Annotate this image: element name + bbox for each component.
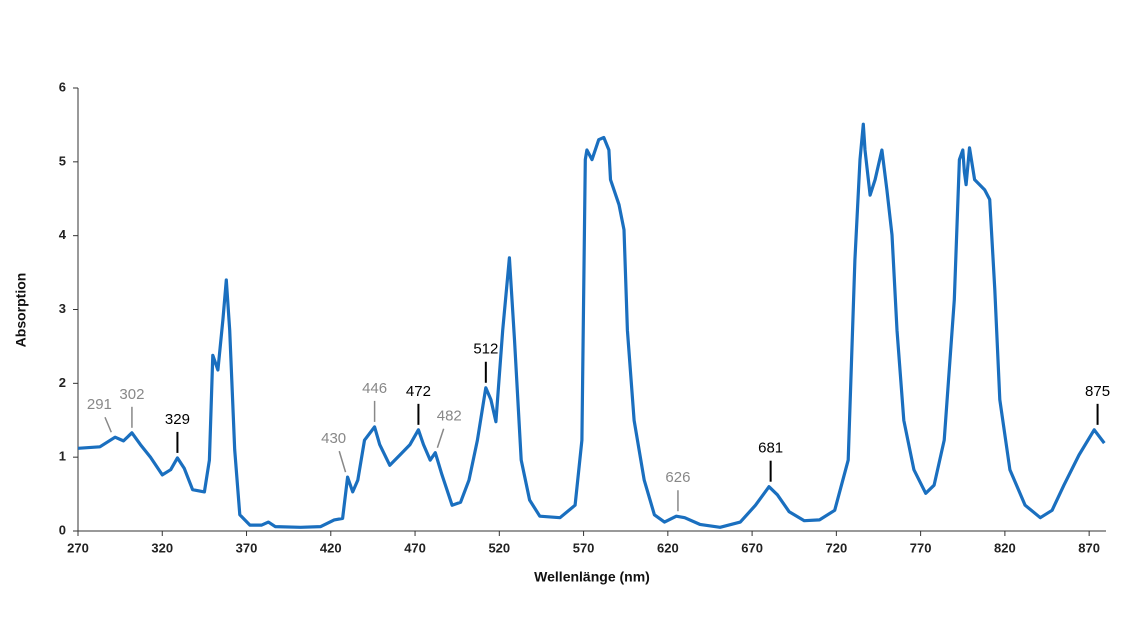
x-tick-label: 620	[657, 540, 679, 555]
y-tick-label: 2	[59, 375, 66, 390]
x-tick-label: 520	[488, 540, 510, 555]
annotation-leader	[338, 450, 347, 473]
y-tick-label: 3	[59, 301, 66, 316]
x-tick-label: 670	[741, 540, 763, 555]
annotation-label: 482	[437, 408, 462, 425]
x-tick-label: 320	[151, 540, 173, 555]
x-tick-label: 370	[236, 540, 258, 555]
x-tick-label: 270	[67, 540, 89, 555]
x-tick-label: 720	[826, 540, 848, 555]
annotation-label: 875	[1085, 383, 1110, 400]
x-axis-title: Wellenlänge (nm)	[534, 569, 650, 585]
annotation-label: 472	[406, 383, 431, 400]
y-tick-label: 0	[59, 522, 66, 537]
annotation-label: 626	[665, 469, 690, 486]
annotation-label: 329	[165, 411, 190, 428]
x-tick-label: 870	[1078, 540, 1100, 555]
y-tick-label: 1	[59, 449, 66, 464]
annotation-label: 446	[362, 380, 387, 397]
y-axis-title: Absorption	[13, 273, 29, 348]
y-tick-label: 4	[59, 227, 67, 242]
annotation-label: 512	[473, 341, 498, 358]
x-tick-label: 770	[910, 540, 932, 555]
y-tick-label: 6	[59, 79, 66, 94]
x-tick-label: 570	[573, 540, 595, 555]
annotation-leader	[104, 416, 112, 433]
x-tick-label: 420	[320, 540, 342, 555]
annotation-label: 302	[119, 386, 144, 403]
spectrum-line	[77, 122, 1106, 529]
annotation-leader	[436, 428, 445, 448]
y-tick-label: 5	[59, 153, 66, 168]
annotation-label: 430	[321, 430, 346, 447]
annotation-label: 291	[87, 396, 112, 413]
x-tick-label: 470	[404, 540, 426, 555]
x-tick-label: 820	[994, 540, 1016, 555]
annotation-label: 681	[758, 440, 783, 457]
